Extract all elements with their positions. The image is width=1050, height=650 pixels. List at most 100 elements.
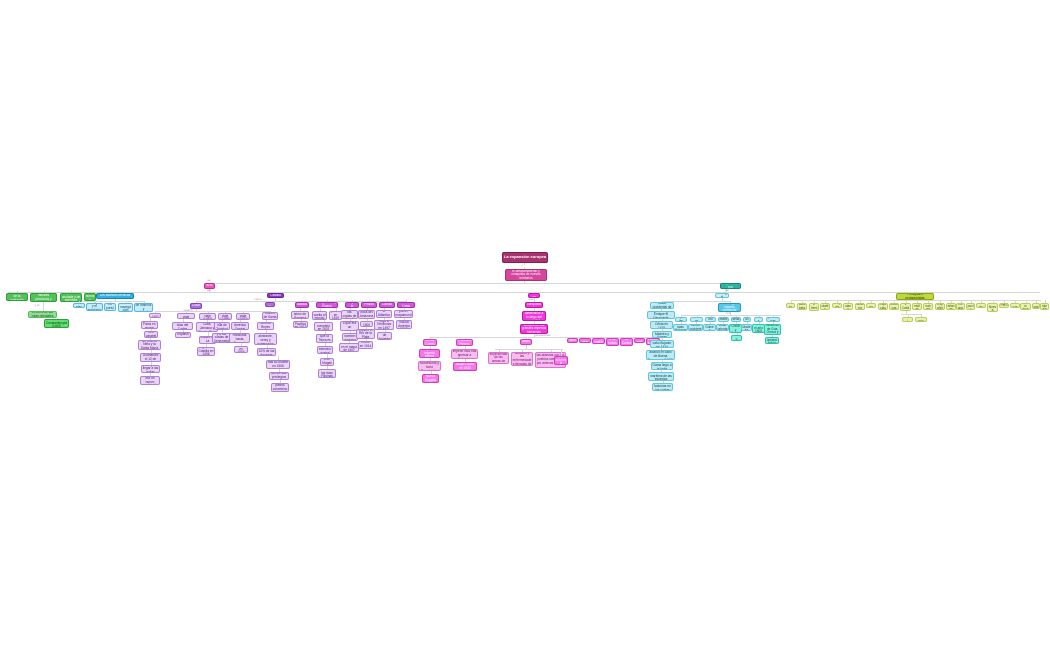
concept-node[interactable]: perdió sus privilegios <box>269 372 289 380</box>
concept-node[interactable]: con tres carabelas <box>144 331 158 338</box>
concept-node[interactable]: audiencias y cabildos <box>592 338 605 344</box>
concept-node[interactable]: llamado de Magallanes <box>320 358 334 366</box>
concept-node[interactable]: y la sorpresa <box>554 356 568 365</box>
concept-node[interactable]: Ideas nuevas <box>84 293 96 301</box>
concept-node[interactable]: de Madeira <box>741 324 752 331</box>
concept-node[interactable]: virreinato de Nueva España <box>987 303 998 312</box>
concept-node[interactable]: tras su muerte en 1506 <box>266 360 290 369</box>
concept-node[interactable]: Bartolomé Díaz alcanzó el cabo de Buena … <box>646 350 675 360</box>
concept-node[interactable]: Tercer viaje (1498) <box>218 313 232 320</box>
concept-node[interactable]: Caboto <box>379 302 395 308</box>
concept-node[interactable]: mestizaje <box>634 338 645 343</box>
concept-node[interactable]: Espíritu de cruzada y de aventura <box>60 293 82 302</box>
concept-node[interactable]: la Pinta, la Niña y la Santa María <box>138 340 161 350</box>
concept-node[interactable]: impulsada por <box>720 283 741 289</box>
concept-node[interactable]: vio el Pacífico en 1513 <box>293 321 308 328</box>
concept-node[interactable]: fundó La Española <box>175 332 191 338</box>
concept-node[interactable]: conquistó el imperio inca tras apresar a… <box>451 349 478 359</box>
concept-node[interactable]: inició la vuelta al mundo <box>312 311 327 320</box>
concept-node[interactable]: Vespucio <box>966 303 975 310</box>
concept-node[interactable]: desde Honduras hasta Panamá <box>229 333 250 343</box>
concept-node[interactable]: imperio inca <box>1020 303 1031 310</box>
concept-node[interactable]: ocuparon Madeira y Azores <box>652 331 672 338</box>
concept-node[interactable]: Magallanes <box>946 303 956 310</box>
concept-node[interactable]: mayas <box>1032 303 1040 309</box>
concept-node[interactable]: tuvo <box>204 283 215 289</box>
concept-node[interactable]: Colón <box>190 303 202 309</box>
concept-node[interactable]: partió de Palos en agosto <box>141 321 158 329</box>
concept-node[interactable]: la superioridad de las armas de fuego <box>488 352 509 364</box>
concept-node[interactable]: La expansión europea <box>502 252 548 263</box>
concept-node[interactable]: Carabelas <box>73 303 85 308</box>
concept-node[interactable]: Técnicas de navegación precisas <box>118 303 133 312</box>
concept-node[interactable]: en 1492 <box>149 313 161 318</box>
concept-node[interactable]: Guanahani <box>923 303 933 310</box>
concept-node[interactable]: creyó llegar a las Indias <box>141 365 160 373</box>
concept-node[interactable]: del océano Índico <box>765 337 779 344</box>
concept-node[interactable]: telas <box>754 317 763 322</box>
concept-node[interactable]: carabela <box>797 303 807 310</box>
concept-node[interactable]: astrolabio <box>820 303 830 310</box>
concept-node[interactable]: de África occidental <box>688 324 703 331</box>
concept-node[interactable]: exploró la costa occidental de África <box>650 302 674 309</box>
concept-node[interactable]: esclavos <box>690 317 703 322</box>
concept-node[interactable]: al servicio de Inglaterra <box>377 332 392 340</box>
concept-node[interactable]: Pinzón <box>361 302 377 308</box>
concept-node[interactable]: azúcar <box>743 317 751 322</box>
concept-node[interactable]: Los avances técnicos <box>96 293 134 299</box>
concept-node[interactable]: Primer viaje <box>177 313 195 319</box>
concept-node[interactable]: otros <box>265 302 275 307</box>
concept-node[interactable]: murió en 1514 <box>358 341 373 349</box>
concept-node[interactable]: Cabo Verde <box>809 303 819 311</box>
concept-node[interactable]: difundido en el mapa de 1507 <box>339 343 359 352</box>
concept-node[interactable]: Vasco de Gama llegó a la India <box>651 362 673 370</box>
concept-node[interactable]: Castilla <box>267 293 284 298</box>
concept-node[interactable]: recorrió América Central <box>231 322 249 330</box>
concept-node[interactable]: llegó a Terranova en 1497 <box>374 320 394 330</box>
concept-node[interactable]: Fernando <box>915 317 927 322</box>
concept-node[interactable]: Segundo viaje (1493) <box>199 313 216 320</box>
concept-node[interactable]: Macao <box>731 335 742 341</box>
concept-node[interactable]: volvió en 1504 <box>234 346 248 353</box>
concept-node[interactable]: sometieron los grandes imperios indígena… <box>520 324 548 334</box>
concept-node[interactable]: Molucas <box>889 303 899 310</box>
concept-node[interactable]: Principales protagonistas <box>896 293 934 300</box>
concept-node[interactable]: creó Nueva España (1521) <box>422 374 439 383</box>
concept-node[interactable]: de la costa oriental <box>716 324 729 331</box>
concept-node[interactable]: abrieron la ruta marítima de las especia… <box>648 372 674 381</box>
concept-node[interactable]: Colón sería almirante, virrey y gobernad… <box>254 333 277 345</box>
concept-node[interactable]: recorrió las islas del Caribe <box>172 322 193 330</box>
concept-node[interactable]: Ceuta <box>786 303 795 308</box>
concept-node[interactable]: creó un gran imperio comercial <box>718 303 741 312</box>
concept-node[interactable]: llegó a Guanahani el 12 de octubre <box>140 353 161 362</box>
concept-node[interactable]: seda <box>731 317 741 322</box>
concept-node[interactable]: en 1500 <box>360 321 373 327</box>
concept-node[interactable]: exploró el Río de la Plata <box>356 329 375 339</box>
concept-node[interactable]: especias <box>878 303 888 310</box>
concept-node[interactable]: porcelanas <box>766 317 780 322</box>
concept-node[interactable]: Casa de Contratación <box>620 338 633 346</box>
concept-node[interactable]: aztecas <box>1010 303 1020 308</box>
concept-node[interactable]: La Española <box>935 303 945 310</box>
concept-node[interactable]: brújula <box>832 303 842 308</box>
concept-node[interactable]: Crecimiento de la población <box>6 293 28 301</box>
concept-node[interactable]: fue conquistada <box>525 302 543 308</box>
concept-node[interactable]: virreinatos <box>579 338 591 343</box>
concept-node[interactable]: Elcano <box>956 303 965 310</box>
concept-node[interactable]: portulano <box>843 303 853 310</box>
concept-node[interactable]: Portugal <box>715 293 729 298</box>
concept-node[interactable]: de Guinea <box>703 324 716 331</box>
concept-node[interactable]: impulsada por Enrique el Navegante <box>647 311 675 319</box>
concept-node[interactable]: que incluía América (1500) <box>396 320 412 329</box>
concept-node[interactable]: ocupó Cuzco en 1533 <box>453 362 477 371</box>
concept-node[interactable]: conquistaron Ceuta en 1415 <box>650 321 673 329</box>
concept-node[interactable]: Francisco Pizarro <box>456 339 473 346</box>
concept-node[interactable]: de las islas Molucas <box>673 324 688 331</box>
concept-node[interactable]: demostró que la Tierra es esférica <box>316 334 333 343</box>
concept-node[interactable]: por los castellanos a lo largo del siglo… <box>522 311 546 321</box>
concept-node[interactable]: fundaron factorías en las costas <box>652 383 673 391</box>
concept-node[interactable]: encomiendas <box>567 338 578 343</box>
concept-node[interactable]: Perú <box>999 303 1009 308</box>
concept-node[interactable]: factoría <box>855 303 865 310</box>
